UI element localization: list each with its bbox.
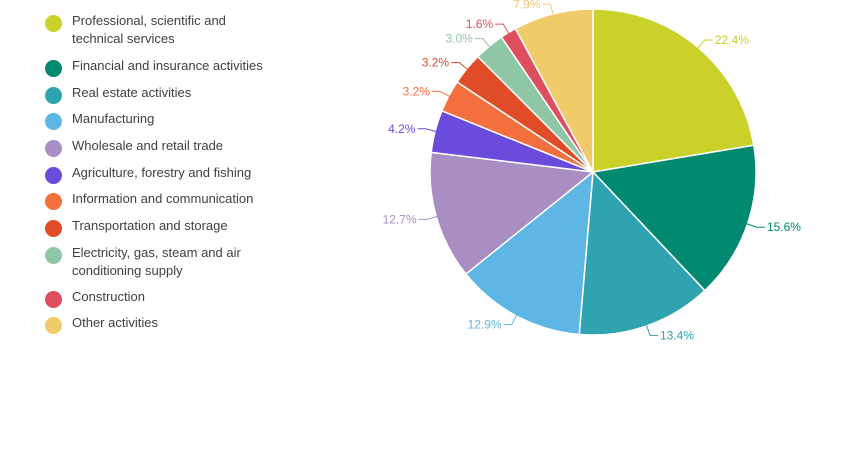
legend-label: Financial and insurance activities [72, 58, 263, 73]
legend-item[interactable]: Real estate activities [45, 84, 272, 104]
legend-item[interactable]: Wholesale and retail trade [45, 137, 272, 157]
slice-value-label: 4.2% [388, 122, 416, 136]
legend-swatch [45, 220, 62, 237]
slice-leader-line [431, 90, 451, 98]
legend-item[interactable]: Electricity, gas, steam and air conditio… [45, 244, 272, 280]
legend-label: Construction [72, 289, 145, 304]
slice-value-label: 1.6% [466, 17, 494, 31]
slice-leader-line [417, 128, 438, 133]
legend-label: Other activities [72, 315, 158, 330]
slice-value-label: 3.2% [422, 55, 450, 69]
legend-label: Manufacturing [72, 111, 155, 126]
slice-leader-line [451, 61, 469, 71]
legend-swatch [45, 317, 62, 334]
legend-label: Wholesale and retail trade [72, 138, 224, 153]
legend-swatch [45, 60, 62, 77]
slice-leader-line [418, 215, 439, 220]
legend-item[interactable]: Information and communication [45, 190, 272, 210]
legend-item[interactable]: Professional, scientific and technical s… [45, 12, 272, 48]
legend-item[interactable]: Construction [45, 288, 272, 308]
legend-item[interactable]: Other activities [45, 314, 272, 334]
legend-swatch [45, 193, 62, 210]
slice-value-label: 3.0% [445, 32, 473, 46]
slice-leader-line [542, 3, 554, 17]
slice-leader-line [696, 39, 713, 50]
slice-value-label: 22.4% [715, 33, 749, 47]
legend-swatch [45, 113, 62, 130]
legend-label: Professional, scientific and technical s… [72, 13, 226, 46]
legend-item[interactable]: Manufacturing [45, 110, 272, 130]
legend-label: Real estate activities [72, 85, 192, 100]
legend-label: Information and communication [72, 191, 254, 206]
legend-swatch [45, 140, 62, 157]
legend-label: Agriculture, forestry and fishing [72, 165, 252, 180]
legend-swatch [45, 87, 62, 104]
legend-swatch [45, 247, 62, 264]
slice-value-label: 12.7% [383, 212, 417, 226]
slice-value-label: 12.9% [468, 318, 502, 332]
slice-leader-line [645, 323, 659, 336]
legend-label: Transportation and storage [72, 218, 228, 233]
legend-item[interactable]: Agriculture, forestry and fishing [45, 164, 272, 184]
slice-value-label: 7.9% [513, 0, 541, 11]
slice-leader-line [474, 38, 491, 49]
legend-item[interactable]: Financial and insurance activities [45, 57, 272, 77]
legend-item[interactable]: Transportation and storage [45, 217, 272, 237]
legend-swatch [45, 167, 62, 184]
slice-leader-line [503, 313, 518, 326]
legend-swatch [45, 15, 62, 32]
slice-value-label: 3.2% [403, 84, 431, 98]
slice-value-label: 13.4% [660, 328, 694, 342]
slice-value-label: 15.6% [767, 220, 801, 234]
slice-leader-line [495, 23, 510, 35]
legend-swatch [45, 291, 62, 308]
legend-label: Electricity, gas, steam and air conditio… [72, 245, 241, 278]
slice-leader-line [745, 222, 765, 228]
